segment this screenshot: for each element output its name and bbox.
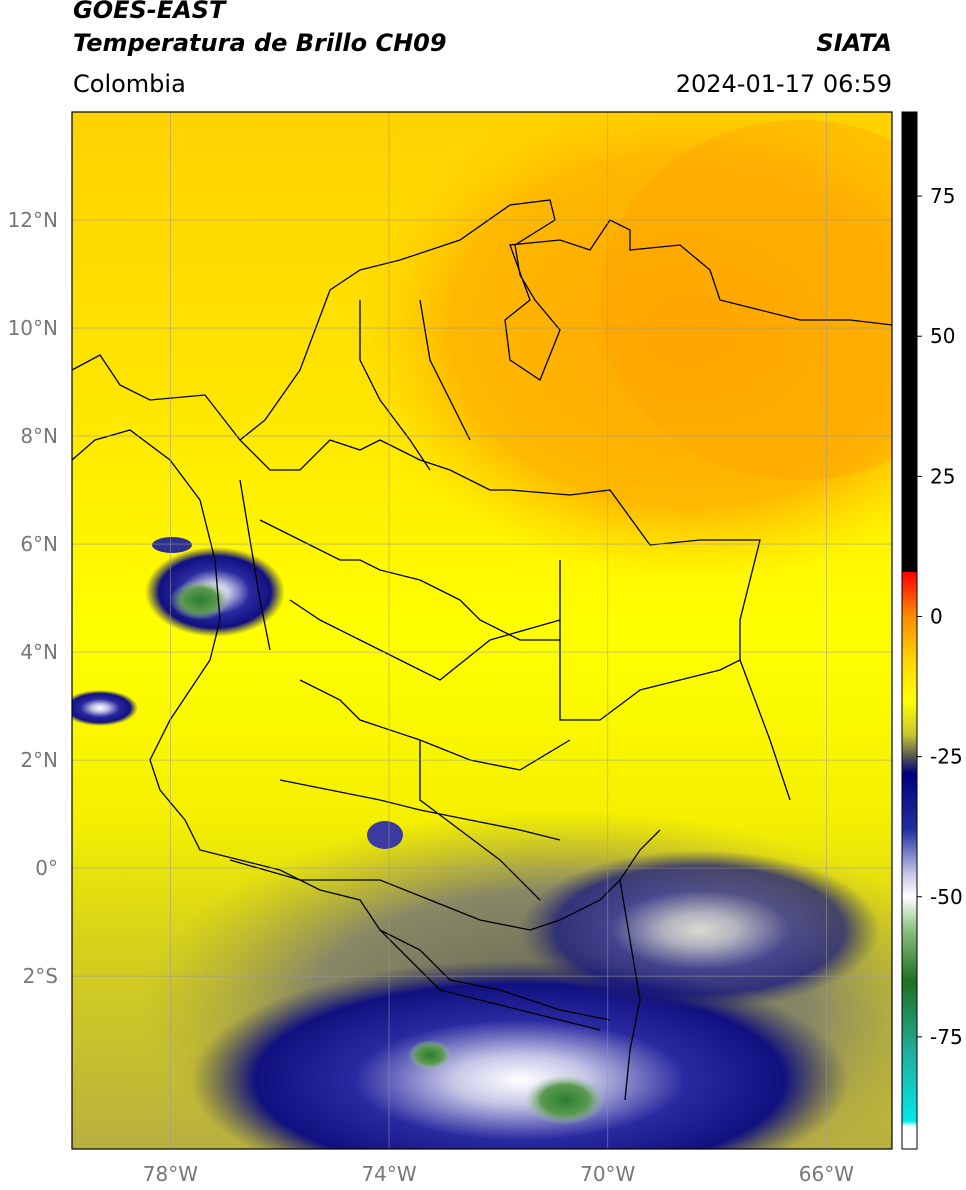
dept-lines-7 (419, 299, 471, 441)
boundaries (72, 199, 892, 1101)
lon-tick-label: 70°W (580, 1162, 635, 1186)
satellite-title: GOES-EAST (73, 0, 226, 24)
lat-tick-label: 12°N (8, 208, 58, 232)
lon-tick-label: 78°W (143, 1162, 198, 1186)
satellite-imagery (72, 112, 892, 1149)
lat-tick-label: 10°N (8, 316, 58, 340)
coastline-caribbean (72, 199, 892, 441)
dept-lines-1 (239, 439, 491, 491)
border-venezuela-brazil (559, 560, 741, 721)
dept-lines-8 (419, 740, 541, 901)
colorbar-tick-label: 75 (930, 184, 955, 208)
dept-lines-10 (459, 599, 560, 641)
product-title: Temperatura de Brillo CH09 (73, 29, 447, 57)
lat-tick-label: 2°N (20, 748, 58, 772)
gridlines (72, 112, 892, 1149)
colorbar-tick-label: 50 (930, 324, 955, 348)
lat-tick-label: 6°N (20, 532, 58, 556)
colorbar-tick-label: 0 (930, 604, 943, 628)
lat-tick-label: 4°N (20, 640, 58, 664)
colorbar-tick-label: -25 (930, 745, 963, 769)
lat-tick-label: 8°N (20, 424, 58, 448)
coastline-pacific (72, 429, 601, 1031)
border-colombia-venezuela (490, 489, 791, 801)
dept-lines-5 (279, 779, 561, 841)
organization-label: SIATA (816, 29, 892, 57)
dept-lines-9 (239, 479, 271, 651)
colorbar (902, 112, 917, 1149)
colorbar-tick-labels: 75 50 25 0 -25 -50 -75 (917, 184, 963, 1049)
colorbar-tick-label: -50 (930, 885, 963, 909)
colorbar-tick-label: -75 (930, 1025, 963, 1049)
border-peru-brazil (619, 879, 641, 1101)
lon-tick-label: 74°W (361, 1162, 416, 1186)
longitude-tick-labels: 78°W 74°W 70°W 66°W (143, 1162, 854, 1186)
colorbar-frame (901, 111, 918, 1150)
dept-lines-3 (289, 599, 561, 681)
border-ecuador-peru (379, 929, 611, 1021)
dept-lines-2 (259, 519, 461, 601)
colorbar-tick-label: 25 (930, 464, 955, 488)
lat-tick-label: 0° (35, 856, 58, 880)
lat-tick-label: 2°S (23, 964, 58, 988)
map-frame (71, 111, 893, 1150)
latitude-tick-labels: 12°N 10°N 8°N 6°N 4°N 2°N 0° 2°S (8, 208, 58, 988)
border-colombia-south (229, 829, 661, 931)
dept-lines-6 (359, 300, 431, 471)
datetime-label: 2024-01-17 06:59 (675, 70, 892, 98)
region-label: Colombia (73, 70, 186, 98)
lon-tick-label: 66°W (799, 1162, 854, 1186)
